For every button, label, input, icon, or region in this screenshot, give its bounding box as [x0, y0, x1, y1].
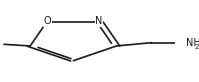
Text: O: O — [44, 16, 51, 26]
Text: N: N — [96, 16, 103, 26]
Text: 2: 2 — [195, 44, 199, 50]
Text: NH: NH — [185, 38, 199, 48]
